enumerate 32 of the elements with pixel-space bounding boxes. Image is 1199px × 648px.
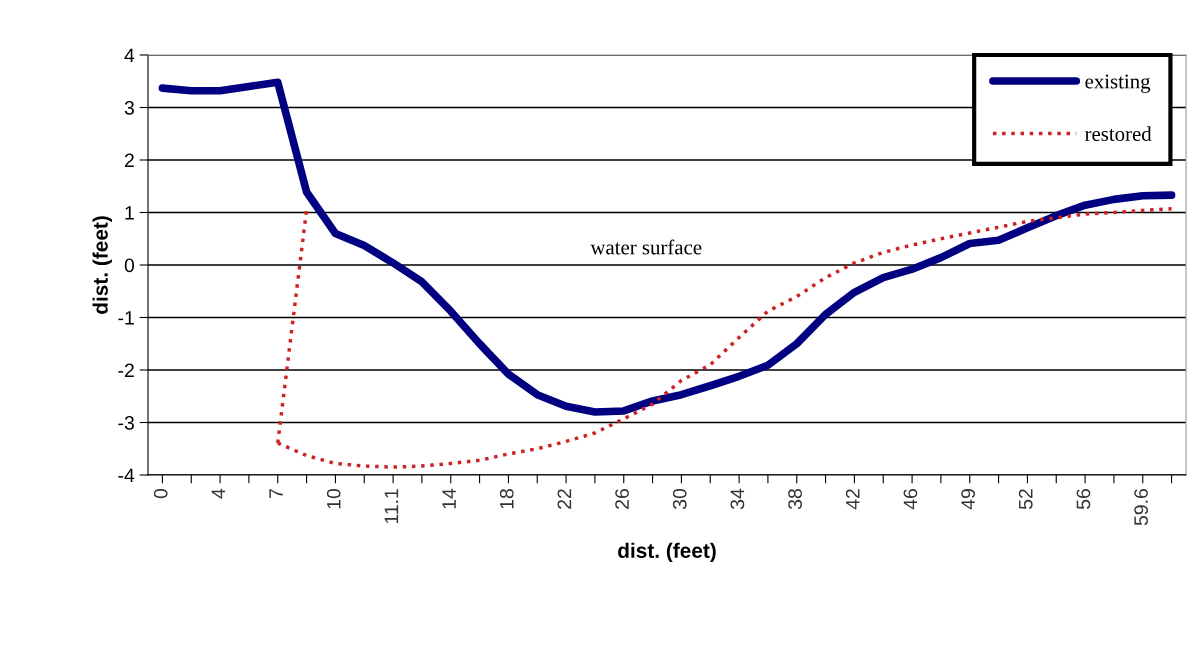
x-tick-label: 10 (326, 488, 341, 509)
annotation: water surface (590, 239, 702, 255)
legend-label: restored (1085, 126, 1152, 141)
x-tick-label: 38 (788, 489, 802, 510)
y-tick-label: 2 (124, 153, 134, 168)
x-tick-label: 30 (672, 488, 687, 510)
x-tick-label: 59.6 (1134, 489, 1148, 526)
y-tick-label: 0 (124, 258, 135, 273)
x-tick-label: 4 (211, 488, 226, 499)
x-tick-label: 11.1 (384, 489, 399, 524)
x-tick-label: 18 (499, 489, 514, 509)
x-tick-label: 49 (961, 489, 975, 510)
y-tick-label: -3 (118, 415, 134, 430)
x-tick-label: 0 (153, 488, 168, 499)
y-tick-label: -2 (118, 363, 134, 378)
x-tick-label: 7 (269, 489, 283, 499)
x-axis-title: dist. (feet) (618, 542, 716, 563)
x-tick-label: 26 (615, 489, 629, 509)
y-tick-label: 1 (125, 206, 134, 220)
y-tick-label: 4 (124, 48, 135, 63)
y-tick-label: -4 (118, 468, 135, 483)
y-axis-title: dist. (feet) (92, 216, 112, 314)
x-tick-label: 34 (730, 488, 745, 510)
x-tick-label: 14 (442, 488, 456, 509)
x-tick-label: 22 (557, 489, 572, 509)
x-tick-label: 52 (1018, 489, 1033, 510)
x-tick-label: 56 (1076, 489, 1091, 510)
legend-label: existing (1085, 74, 1151, 93)
y-tick-label: 3 (124, 100, 134, 115)
x-tick-label: 46 (903, 489, 918, 510)
x-tick-label: 42 (845, 489, 860, 510)
y-tick-label: -1 (118, 311, 134, 325)
